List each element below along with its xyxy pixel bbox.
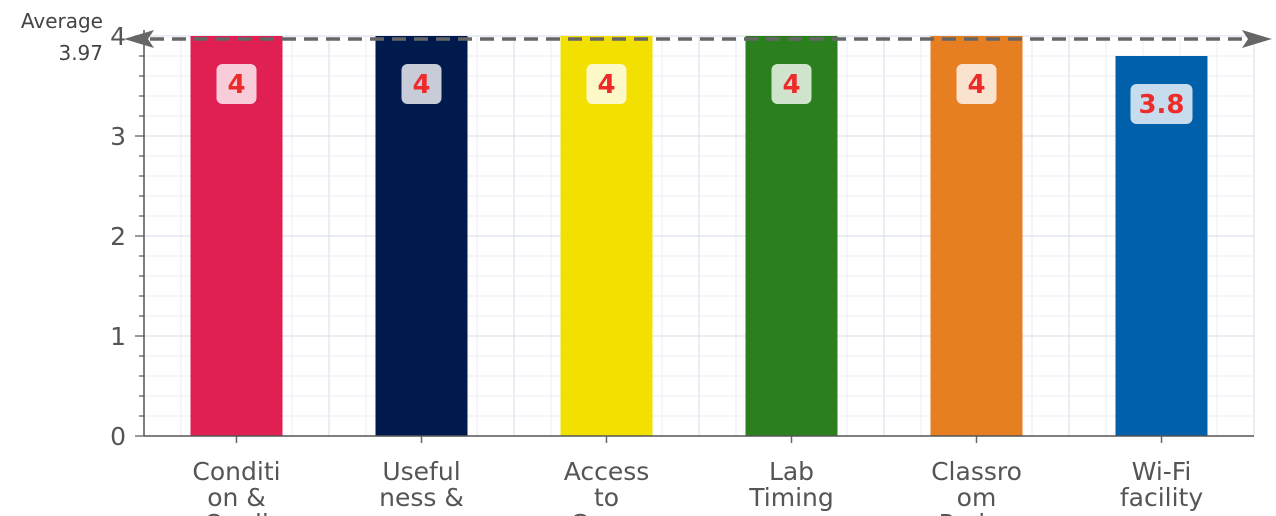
- data-label: 4: [967, 70, 985, 100]
- x-tick-label: Comp: [570, 509, 643, 516]
- y-tick-label: 3: [110, 122, 126, 151]
- x-tick-label: ness &: [379, 483, 464, 512]
- arrow-right-icon: [1242, 30, 1272, 48]
- x-tick-label: to: [594, 483, 619, 512]
- data-label: 3.8: [1138, 90, 1184, 120]
- data-label-box: [216, 64, 257, 104]
- y-tick-label: 2: [110, 222, 126, 251]
- x-tick-label: Timing: [748, 483, 833, 512]
- average-value: 3.97: [58, 41, 103, 65]
- average-line-group: Average 3.97: [21, 9, 1272, 65]
- x-tick-label: Classro: [931, 457, 1022, 486]
- x-tick-label: Useful: [382, 457, 460, 486]
- y-tick-label: 1: [110, 322, 126, 351]
- y-tick-label: 0: [110, 422, 126, 451]
- data-label-box: [401, 64, 442, 104]
- x-tick-label: Quali: [204, 509, 269, 516]
- y-tick-label: 4: [110, 22, 126, 51]
- data-label-box: [586, 64, 627, 104]
- arrow-left-icon: [124, 30, 154, 48]
- data-label: 4: [782, 70, 800, 100]
- average-label: Average: [21, 9, 103, 33]
- axes: [135, 30, 1254, 443]
- grid: [144, 35, 1255, 436]
- x-tick-label: Lab: [769, 457, 814, 486]
- x-tick-label: om: [957, 483, 997, 512]
- data-label: 4: [597, 70, 615, 100]
- data-label-box: [1130, 84, 1193, 124]
- x-tick-label: facility: [1120, 483, 1204, 512]
- x-tick-label: Access: [564, 457, 650, 486]
- data-label-box: [771, 64, 812, 104]
- x-tick-label: Conditi: [192, 457, 280, 486]
- x-tick-label: on &: [207, 483, 266, 512]
- data-label: 4: [412, 70, 430, 100]
- data-label: 4: [227, 70, 245, 100]
- data-label-box: [956, 64, 997, 104]
- x-tick-label: Projec: [939, 509, 1015, 516]
- x-tick-label: Wi-Fi: [1132, 457, 1192, 486]
